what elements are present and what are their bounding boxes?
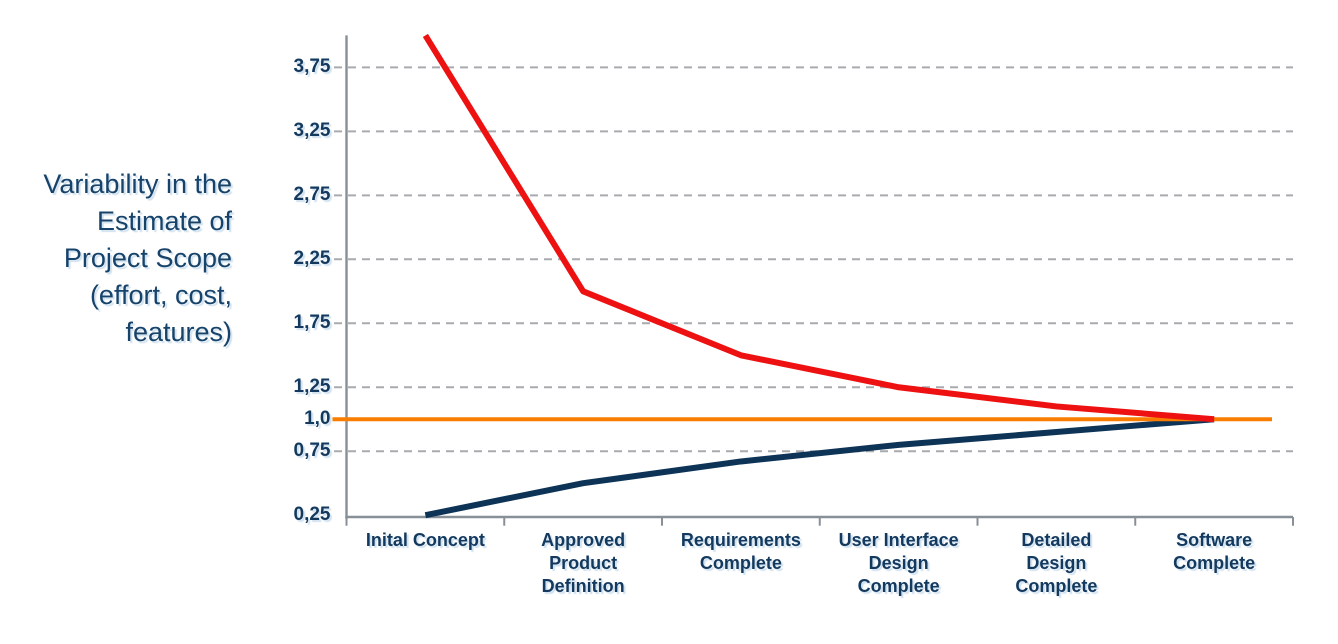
x-category-label: Detailed Design Complete — [1015, 530, 1098, 596]
x-category-label: Software Complete — [1173, 530, 1256, 573]
y-axis-title: Variability in the Estimate of Project S… — [43, 169, 232, 347]
y-tick-label: 1,75 — [293, 312, 331, 334]
x-category-label: Approved Product Definition — [541, 530, 626, 596]
y-tick-label: 1,25 — [293, 376, 331, 398]
y-tick-label: 0,25 — [293, 504, 331, 526]
y-tick-label: 3,25 — [293, 120, 331, 142]
x-category-label: Inital Concept — [365, 530, 485, 550]
x-category-label: User Interface Design Complete — [838, 530, 959, 596]
series-line-upper-estimate — [422, 33, 1215, 423]
x-category-label: Requirements Complete — [680, 530, 801, 573]
y-tick-label: 2,25 — [293, 248, 331, 270]
y-tick-label: 2,75 — [293, 184, 331, 206]
series-line-lower-estimate — [424, 416, 1215, 519]
y-tick-label: 3,75 — [293, 56, 331, 78]
y-tick-label: 0,75 — [293, 440, 331, 462]
y-tick-label: 1,0 — [304, 408, 331, 430]
